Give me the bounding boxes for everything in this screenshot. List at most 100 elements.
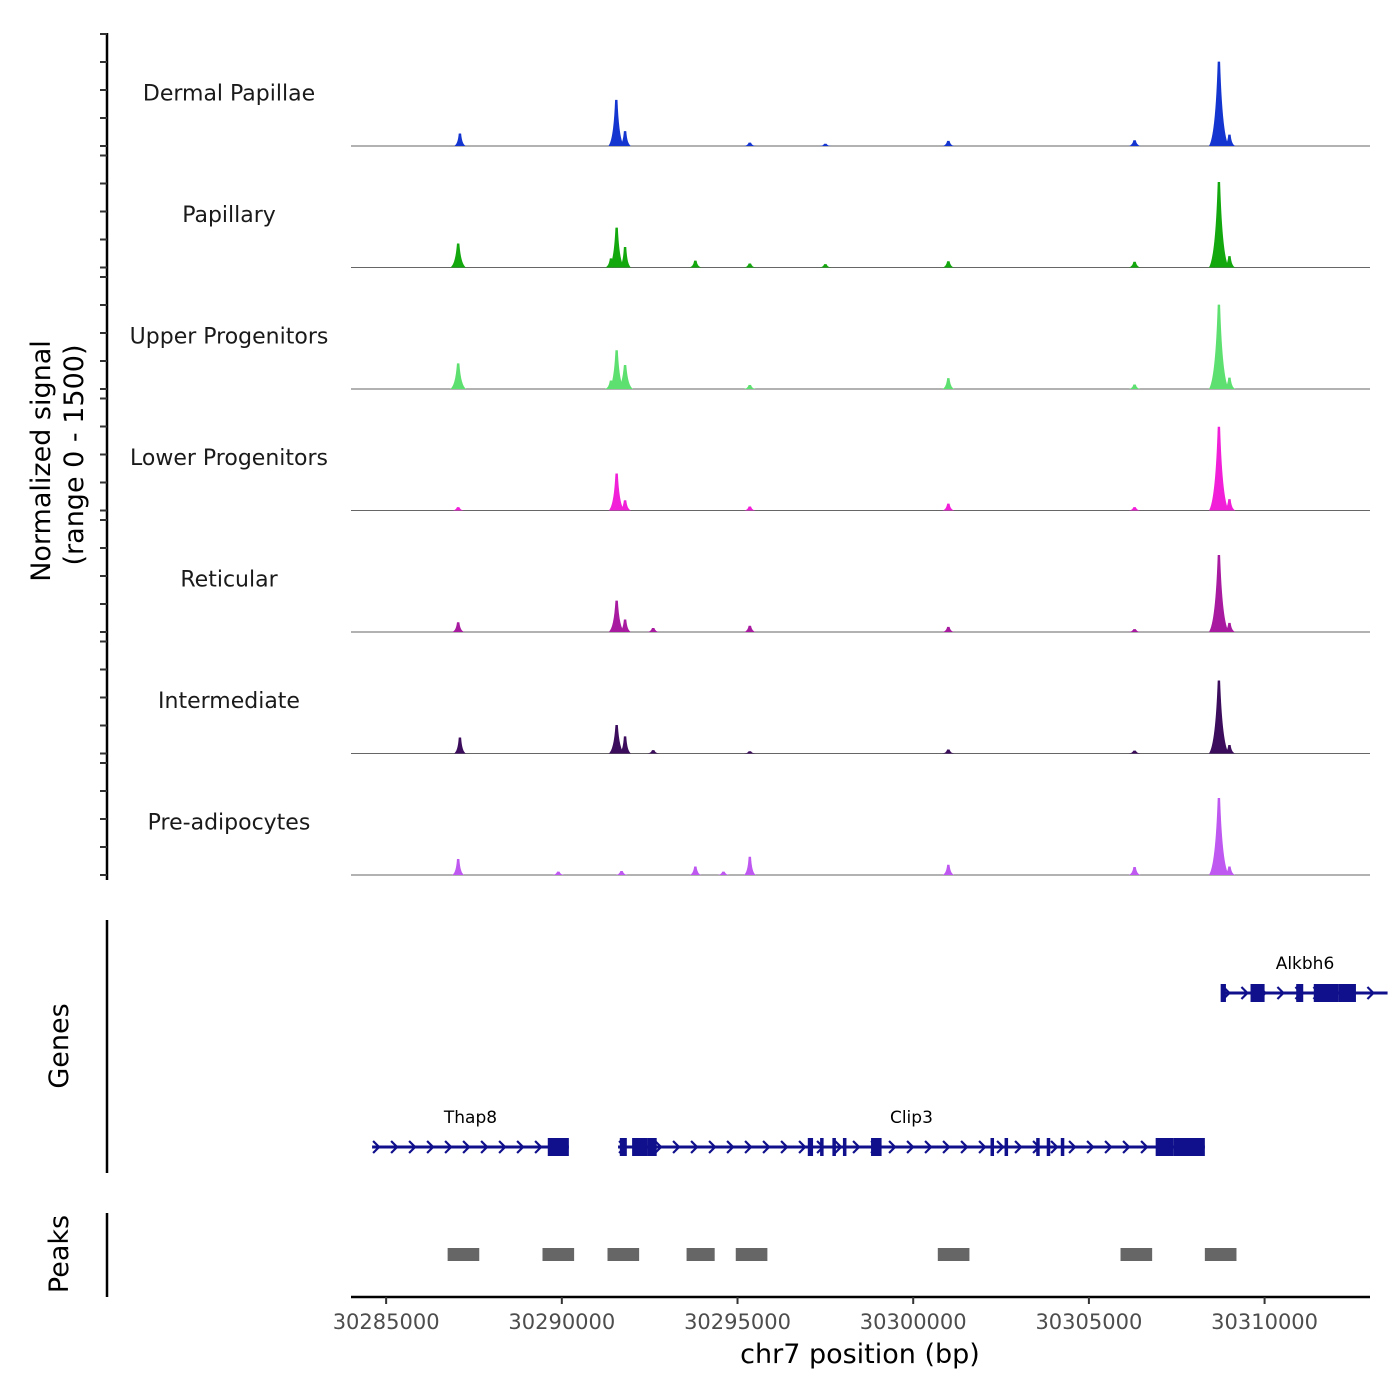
signal-peak — [942, 140, 955, 146]
signal-peak — [819, 143, 832, 146]
strand-arrow — [1104, 1140, 1113, 1154]
peaks-panel-title: Peaks — [44, 1215, 75, 1293]
strand-arrow — [1276, 986, 1285, 1000]
gene-exon — [1036, 1138, 1040, 1156]
strand-arrow — [516, 1140, 525, 1154]
strand-arrow — [390, 1140, 399, 1154]
signal-peak — [450, 363, 467, 389]
gene-name-label: Thap8 — [443, 1108, 497, 1128]
strand-arrow — [906, 1140, 915, 1154]
peak-region — [735, 1248, 768, 1261]
peak-region — [1120, 1248, 1153, 1261]
signal-peak — [1223, 622, 1236, 632]
gene-exon — [871, 1138, 882, 1156]
gene-exon — [647, 1138, 657, 1156]
signal-peak — [1223, 744, 1236, 754]
track-label: Dermal Papillae — [143, 82, 315, 107]
track-label: Papillary — [182, 203, 276, 228]
signal-peak — [552, 871, 565, 875]
gene-exon — [832, 1138, 836, 1156]
gene-exon — [1338, 984, 1356, 1002]
signal-peak — [452, 859, 465, 875]
genes-panel-title: Genes — [44, 1003, 75, 1088]
signal-peak — [717, 871, 730, 875]
signal-peak — [608, 600, 625, 632]
peak-region — [542, 1248, 575, 1261]
strand-arrow — [960, 1140, 969, 1154]
gene-exon — [1004, 1138, 1009, 1156]
gene-exon — [990, 1138, 995, 1156]
signal-peak — [1208, 304, 1229, 389]
gene-alkbh6: Alkbh6 — [1220, 954, 1388, 1002]
strand-arrow — [762, 1140, 771, 1154]
signal-peak — [608, 725, 625, 754]
signal-y-axis-title-line1: Normalized signal — [26, 340, 57, 582]
signal-peak — [608, 99, 625, 146]
signal-peak — [942, 261, 955, 268]
strand-arrow — [1086, 1140, 1095, 1154]
gene-name-label: Clip3 — [890, 1108, 933, 1128]
signal-peak — [453, 737, 466, 754]
strand-arrow — [480, 1140, 489, 1154]
strand-arrow — [798, 1140, 807, 1154]
track-6: Intermediate — [158, 680, 1370, 754]
signal-peak — [615, 871, 628, 875]
signal-peak — [619, 246, 632, 268]
gene-clip3: Clip3 — [618, 1108, 1205, 1156]
track-5: Reticular — [180, 555, 1370, 633]
strand-arrow — [852, 1140, 861, 1154]
signal-peak — [1128, 384, 1141, 389]
x-axis-tick-label: 30305000 — [1035, 1310, 1142, 1334]
signal-peak — [743, 142, 756, 146]
signal-peak — [453, 133, 466, 146]
track-1: Dermal Papillae — [143, 61, 1370, 147]
strand-arrow — [408, 1140, 417, 1154]
signal-peak — [1223, 499, 1236, 511]
strand-arrow — [726, 1140, 735, 1154]
strand-arrow — [1122, 1140, 1131, 1154]
strand-arrow — [888, 1140, 897, 1154]
track-2: Papillary — [182, 182, 1370, 268]
x-axis-tick-label: 30290000 — [508, 1310, 615, 1334]
strand-arrow — [834, 1140, 843, 1154]
signal-peak — [1223, 256, 1236, 268]
signal-peak — [617, 365, 634, 389]
signal-peak — [1208, 61, 1229, 146]
signal-peak — [1128, 261, 1141, 268]
peak-region — [447, 1248, 480, 1261]
signal-peak — [647, 628, 660, 632]
signal-peak — [942, 503, 955, 511]
strand-arrow — [1050, 1140, 1059, 1154]
signal-peak — [743, 625, 756, 632]
signal-peak — [689, 260, 702, 268]
x-axis-ticks: 30285000 30290000 30295000 30300000 30305000… — [333, 1297, 1318, 1334]
strand-arrow — [372, 1140, 381, 1154]
strand-arrow — [426, 1140, 435, 1154]
signal-peak — [743, 263, 756, 268]
strand-arrow — [498, 1140, 507, 1154]
signal-peak — [608, 227, 625, 268]
gene-exon — [842, 1138, 847, 1156]
signal-peak — [1128, 867, 1141, 875]
gene-exon — [1046, 1138, 1051, 1156]
strand-arrow — [744, 1140, 753, 1154]
gene-exon — [632, 1138, 648, 1156]
signal-peak — [1223, 134, 1236, 146]
strand-arrow — [690, 1140, 699, 1154]
signal-peak — [450, 243, 467, 268]
gene-exon — [1060, 1138, 1065, 1156]
x-axis-tick-label: 30285000 — [333, 1310, 440, 1334]
signal-peak — [452, 507, 465, 511]
strand-arrow — [1014, 1140, 1023, 1154]
signal-peak — [689, 866, 702, 875]
signal-peak — [1223, 866, 1236, 875]
strand-arrow — [444, 1140, 453, 1154]
signal-peak — [1223, 377, 1236, 389]
track-4: Lower Progenitors — [130, 426, 1370, 511]
strand-arrow — [924, 1140, 933, 1154]
track-7: Pre-adipocytes — [148, 798, 1370, 876]
strand-arrow — [1068, 1140, 1077, 1154]
x-axis-tick-label: 30295000 — [684, 1310, 791, 1334]
signal-peak — [619, 736, 632, 754]
signal-peak — [619, 619, 632, 632]
